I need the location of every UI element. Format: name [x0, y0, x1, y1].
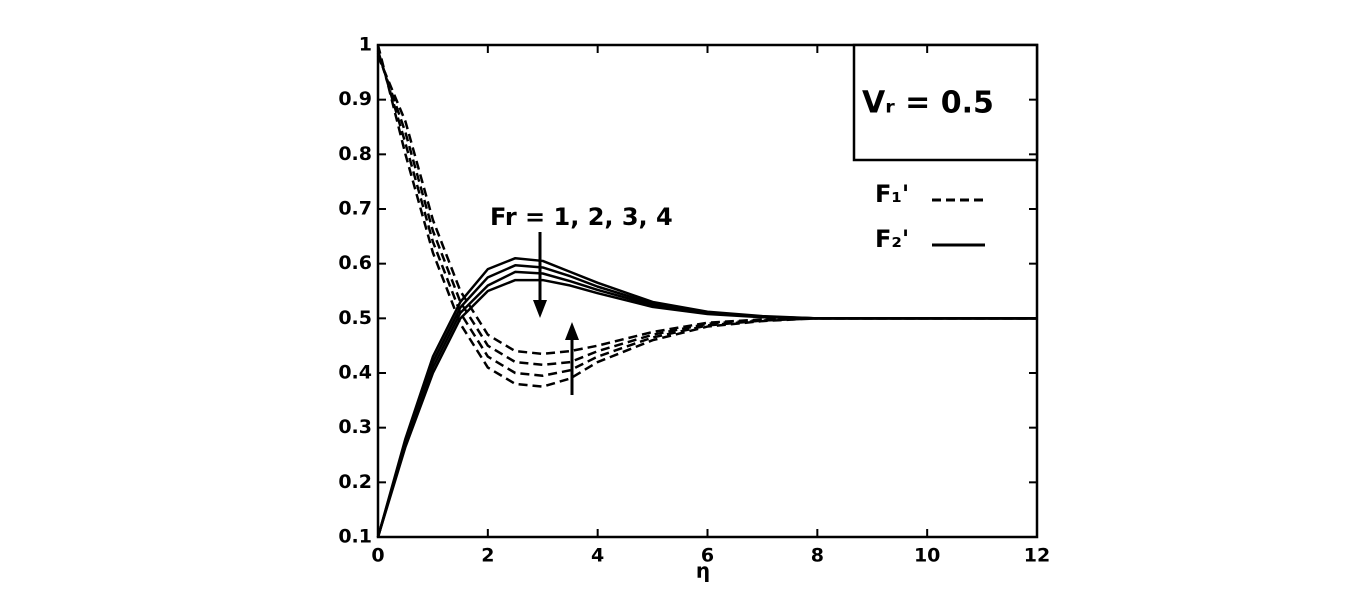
curve	[376, 256, 1037, 538]
x-tick-label: 0	[371, 545, 384, 567]
x-tick-label: 4	[591, 545, 604, 567]
legend-label: F₂'	[875, 225, 909, 253]
x-axis-label: η	[696, 559, 710, 583]
x-tick-label: 12	[1024, 545, 1050, 567]
box-label: Vᵣ = 0.5	[862, 86, 994, 121]
arrowhead	[533, 300, 547, 318]
legend-label: F₁'	[875, 180, 909, 208]
annotation: Fr = 1, 2, 3, 4	[490, 203, 673, 231]
y-tick-label: 0.2	[338, 471, 372, 493]
y-tick-label: 0.5	[338, 307, 372, 329]
arrows	[533, 232, 579, 395]
y-tick-label: 0.9	[338, 88, 372, 110]
y-tick-label: 0.7	[338, 198, 372, 220]
y-tick-label: 0.1	[338, 526, 372, 548]
y-tick-label: 0.3	[338, 416, 372, 438]
x-tick-label: 8	[811, 545, 824, 567]
y-tick-label: 0.6	[338, 252, 372, 274]
y-tick-label: 1	[359, 34, 372, 56]
y-tick-label: 0.4	[338, 362, 372, 384]
curve	[376, 264, 1037, 538]
label-box	[852, 43, 1039, 162]
x-tick-label: 2	[481, 545, 494, 567]
curve	[376, 278, 1037, 538]
arrowhead	[565, 322, 579, 340]
x-tick-label: 6	[701, 545, 714, 567]
y-tick-label: 0.8	[338, 143, 372, 165]
x-tick-label: 10	[914, 545, 940, 567]
curve	[376, 52, 1037, 367]
